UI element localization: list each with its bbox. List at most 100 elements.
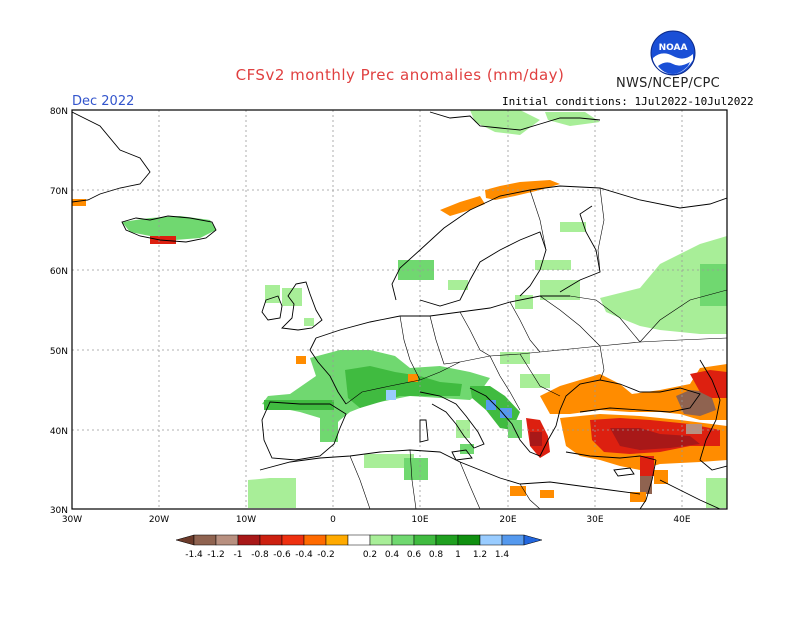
lon-tick-label: 10E	[411, 515, 428, 525]
patch-norway-dry2	[440, 196, 485, 216]
colorbar-segment	[479, 534, 503, 546]
patch-baltic-wet	[540, 280, 580, 300]
colorbar-tick-label: -1.4	[185, 550, 203, 560]
patch-algeria-wet	[364, 454, 414, 468]
lon-tick-label: 20W	[149, 515, 169, 525]
patch-adriatic-blue	[486, 400, 496, 410]
coast-continent-north	[315, 295, 570, 339]
colorbar-segment	[369, 534, 393, 546]
lon-tick-label: 30E	[586, 515, 603, 525]
colorbar-arrow-right	[523, 534, 543, 546]
coast-finland	[559, 205, 601, 293]
coast-sardinia	[419, 419, 429, 443]
patch-balkan-wet2	[520, 374, 550, 388]
lon-tick-label: 10W	[236, 515, 256, 525]
lon-tick-label: 0	[330, 515, 336, 525]
patch-uk-wet	[282, 288, 302, 306]
borders	[345, 187, 727, 509]
agency-label: NWS/NCEP/CPC	[616, 76, 721, 91]
patch-aegean-dark	[530, 432, 542, 446]
colorbar-tick-label: -0.2	[317, 550, 335, 560]
patch-algeria-wet2	[404, 458, 428, 480]
coast-svalbard	[429, 111, 601, 131]
patch-baltic-wet2	[515, 295, 533, 309]
patch-balkan-wet	[500, 352, 530, 364]
colorbar-segment	[303, 534, 327, 546]
coast-blacksea	[559, 379, 701, 413]
lat-tick-label: 50N	[50, 347, 68, 357]
lat-tick-label: 80N	[50, 107, 68, 117]
patch-levant-red	[640, 456, 654, 476]
colorbar-segment	[215, 534, 239, 546]
noaa-logo-text: NOAA	[659, 43, 688, 53]
patch-blacksea-dry	[540, 364, 727, 420]
coast-turkey-south	[565, 451, 657, 461]
patch-alps-blue	[386, 390, 396, 400]
noaa-logo: NOAA	[650, 30, 696, 76]
colorbar-tick-label: 0.4	[385, 550, 400, 560]
patch-scand-wet2	[448, 280, 468, 290]
colorbar-tick-label: 1.4	[495, 550, 510, 560]
patch-svalbard-wet2	[545, 112, 600, 126]
colorbar-arrow-left	[175, 534, 195, 546]
coast-sicily	[451, 449, 473, 461]
patch-biscay-dry	[296, 356, 306, 364]
map-frame	[71, 109, 728, 510]
colorbar: -1.4 -1.2 -1 -0.8 -0.6 -0.4 -0.2 0.2 0.4 0.6 0.8 1 1…	[175, 534, 543, 560]
patch-channel-wet	[304, 318, 314, 326]
patch-ireland-wet	[265, 285, 280, 303]
lat-axis: 80N 70N 60N 50N 40N 30N	[50, 107, 68, 516]
patch-iceland-wet	[122, 216, 216, 240]
patch-adriatic-blue2	[500, 408, 512, 418]
patch-morocco-wet	[248, 478, 296, 508]
colorbar-tick-label: -0.4	[295, 550, 313, 560]
patch-alps-dry	[408, 374, 418, 382]
patch-caspian-brown	[686, 424, 702, 434]
coast-britain	[281, 281, 323, 331]
colorbar-segment	[347, 534, 371, 546]
coast-iceland	[121, 215, 217, 243]
patch-svalbard-wet	[470, 110, 540, 135]
patch-turkey-darkred	[610, 428, 700, 450]
colorbar-segment	[325, 534, 349, 546]
patch-scand-wet1	[398, 260, 434, 280]
patch-finland-wet	[560, 222, 586, 232]
lon-tick-label: 30W	[62, 515, 82, 525]
colorbar-segment	[501, 534, 525, 546]
map-title: CFSv2 monthly Prec anomalies (mm/day)	[235, 66, 565, 84]
anomaly-patches	[72, 110, 727, 508]
patch-russia-wet	[600, 236, 727, 334]
colorbar-tick-label: 1.2	[473, 550, 487, 560]
coast-france-west	[309, 337, 347, 405]
lon-axis: 30W 20W 10W 0 10E 20E 30E 40E	[62, 515, 691, 525]
coast-ireland	[261, 295, 283, 321]
lat-tick-label: 40N	[50, 427, 68, 437]
patch-egypt-dry3	[630, 492, 646, 502]
lat-tick-label: 60N	[50, 267, 68, 277]
colorbar-tick-label: 0.8	[429, 550, 444, 560]
lon-tick-label: 20E	[499, 515, 516, 525]
patch-egypt-dry	[510, 486, 526, 496]
colorbar-tick-label: -0.8	[251, 550, 269, 560]
lat-tick-label: 30N	[50, 506, 68, 516]
patch-italy-wet2	[460, 444, 474, 454]
colorbar-tick-label: -1.2	[207, 550, 225, 560]
forecast-month-label: Dec 2022	[72, 94, 135, 109]
initial-conditions-label: Initial conditions: 1Jul2022-10Jul2022	[502, 95, 754, 108]
coast-greenland	[72, 111, 151, 203]
colorbar-tick-label: -0.6	[273, 550, 291, 560]
coast-sweden-baltic	[419, 231, 547, 307]
patch-caucasus-red	[690, 370, 727, 398]
coast-iberia	[261, 401, 347, 461]
patch-levant-dry	[654, 470, 668, 484]
coast-italy	[419, 391, 485, 449]
coast-scandinavia	[391, 185, 727, 301]
patch-russia-wet2	[700, 264, 727, 306]
patch-iberia-wet2	[320, 410, 338, 442]
coast-cyprus	[613, 467, 635, 477]
colorbar-tick-label: 0.2	[363, 550, 377, 560]
lat-tick-label: 70N	[50, 187, 68, 197]
colorbar-segment	[193, 534, 217, 546]
colorbar-tick-label: 1	[455, 550, 461, 560]
